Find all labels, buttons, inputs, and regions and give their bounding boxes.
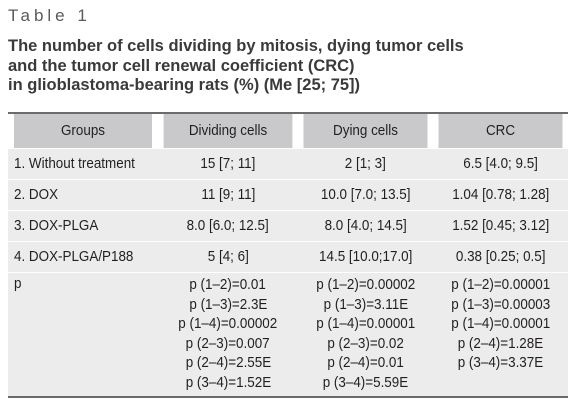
p-value: p (1–2)=0.01 <box>189 277 267 293</box>
cell-text: 2. DOX <box>14 187 59 203</box>
cell-text: 1.04 [0.78; 1.28] <box>451 187 550 203</box>
cell-text: 8.0 [6.0; 12.5] <box>186 218 270 234</box>
p-values-crc: p (1–2)=0.00001 p (1–3)=0.00003 p (1–4)=… <box>433 273 568 398</box>
p-value: p (1–3)=3.11E <box>323 296 408 313</box>
cell-text: 2 [1; 3] <box>344 156 387 172</box>
p-value: p (3–4)=3.37E <box>457 355 544 371</box>
row-dying: 14.5 [10.0;17.0] <box>298 241 433 273</box>
row-crc: 6.5 [4.0; 9.5] <box>433 148 568 180</box>
cell-text: 15 [7; 11] <box>200 156 256 172</box>
caption-line-2: and the tumor cell renewal coefficient (… <box>8 56 355 75</box>
p-value: p (1–4)=0.00001 <box>316 316 415 332</box>
cell-text: 5 [4; 6] <box>207 249 249 265</box>
header-crc: CRC <box>438 112 563 149</box>
caption-line-1: The number of cells dividing by mitosis,… <box>8 37 464 55</box>
caption-line-3: in glioblastoma-bearing rats (%) (Me [25… <box>8 76 361 94</box>
p-value: p (3–4)=1.52E <box>185 374 271 391</box>
p-value: p (1–3)=2.3E <box>188 296 267 313</box>
p-value: p (3–4)=5.59E <box>322 374 409 391</box>
cell-text: p <box>14 276 22 292</box>
p-value-row: p p (1–2)=0.01 p (1–3)=2.3E p (1–4)=0.00… <box>8 272 568 398</box>
table-label: Table 1 <box>8 6 91 25</box>
p-value: p (1–3)=0.00003 <box>451 296 550 313</box>
row-dying: 8.0 [4.0; 14.5] <box>298 210 433 242</box>
row-dividing: 11 [9; 11] <box>158 179 298 211</box>
row-dividing: 5 [4; 6] <box>158 241 298 273</box>
header-dividing-cells: Dividing cells <box>163 112 293 149</box>
p-value: p (2–3)=0.007 <box>185 335 270 352</box>
p-value: p (2–4)=2.55E <box>185 355 271 371</box>
p-value: p (2–4)=0.01 <box>327 355 404 371</box>
p-value: p (2–4)=1.28E <box>457 335 544 352</box>
header-dying-cells: Dying cells <box>303 112 428 149</box>
header-row: Groups Dividing cells Dying cells CRC <box>8 112 568 149</box>
cell-text: 6.5 [4.0; 9.5] <box>463 156 538 172</box>
p-value: p (1–2)=0.00001 <box>451 277 550 293</box>
p-value: p (1–4)=0.00001 <box>451 316 550 332</box>
cell-text: 14.5 [10.0;17.0] <box>318 249 413 265</box>
table-row: 3. DOX-PLGA 8.0 [6.0; 12.5] 8.0 [4.0; 14… <box>8 210 568 242</box>
p-value: p (1–2)=0.00002 <box>316 277 415 293</box>
table-caption: The number of cells dividing by mitosis,… <box>8 37 568 96</box>
p-values-dying: p (1–2)=0.00002 p (1–3)=3.11E p (1–4)=0.… <box>298 273 433 398</box>
cell-text: 3. DOX-PLGA <box>14 218 99 234</box>
cell-text: 1. Without treatment <box>14 156 135 172</box>
cell-text: 0.38 [0.25; 0.5] <box>455 249 546 265</box>
header-groups: Groups <box>14 112 152 149</box>
row-dying: 2 [1; 3] <box>298 148 433 180</box>
p-label: p <box>8 273 158 398</box>
cell-text: 8.0 [4.0; 14.5] <box>324 218 407 234</box>
table-row: 2. DOX 11 [9; 11] 10.0 [7.0; 13.5] 1.04 … <box>8 179 568 211</box>
cell-text: 4. DOX-PLGA/P188 <box>14 249 134 265</box>
p-value: p (2–3)=0.02 <box>327 335 404 352</box>
row-dying: 10.0 [7.0; 13.5] <box>298 179 433 211</box>
row-crc: 1.52 [0.45; 3.12] <box>433 210 568 242</box>
row-crc: 1.04 [0.78; 1.28] <box>433 179 568 211</box>
results-table: Groups Dividing cells Dying cells CRC 1.… <box>8 112 568 398</box>
row-group: 4. DOX-PLGA/P188 <box>8 241 158 273</box>
cell-text: 11 [9; 11] <box>200 187 255 203</box>
row-group: 3. DOX-PLGA <box>8 210 158 242</box>
row-group: 1. Without treatment <box>8 148 158 180</box>
row-crc: 0.38 [0.25; 0.5] <box>433 241 568 273</box>
p-values-dividing: p (1–2)=0.01 p (1–3)=2.3E p (1–4)=0.0000… <box>158 273 298 398</box>
row-group: 2. DOX <box>8 179 158 211</box>
table-row: 1. Without treatment 15 [7; 11] 2 [1; 3]… <box>8 148 568 180</box>
row-dividing: 8.0 [6.0; 12.5] <box>158 210 298 242</box>
table-row: 4. DOX-PLGA/P188 5 [4; 6] 14.5 [10.0;17.… <box>8 241 568 273</box>
cell-text: 10.0 [7.0; 13.5] <box>320 187 411 203</box>
row-dividing: 15 [7; 11] <box>158 148 298 180</box>
p-value: p (1–4)=0.00002 <box>178 316 278 332</box>
cell-text: 1.52 [0.45; 3.12] <box>451 218 550 234</box>
